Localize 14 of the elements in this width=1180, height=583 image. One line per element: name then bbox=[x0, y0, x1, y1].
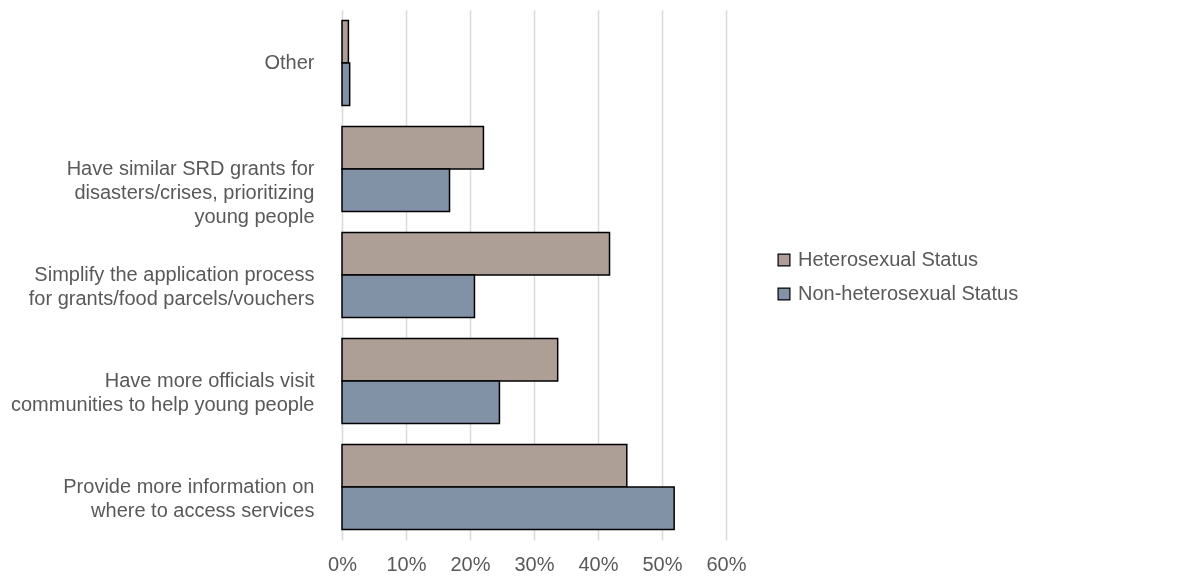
x-tick-label: 60% bbox=[706, 552, 747, 575]
x-tick-label: 40% bbox=[578, 552, 619, 575]
y-tick-label: Simplify the application process for grants/food parcels/vouchers bbox=[28, 263, 315, 309]
x-tick-label: 10% bbox=[386, 552, 427, 575]
legend-label: Heterosexual Status bbox=[798, 248, 979, 270]
x-tick-label: 20% bbox=[450, 552, 491, 575]
y-tick-label: Have similar SRD grants for disasters/crises, prioritizing young people bbox=[66, 157, 315, 227]
x-tick-label: 30% bbox=[514, 552, 555, 575]
x-tick-label: 0% bbox=[328, 552, 358, 575]
y-tick-label: Provide more information on where to access services bbox=[63, 475, 315, 521]
y-tick-label: Other bbox=[264, 51, 315, 73]
y-tick-label: Have more officials visit communities to help young people bbox=[10, 369, 315, 415]
x-tick-label: 50% bbox=[642, 552, 683, 575]
legend-label: Non-heterosexual Status bbox=[798, 282, 1019, 304]
